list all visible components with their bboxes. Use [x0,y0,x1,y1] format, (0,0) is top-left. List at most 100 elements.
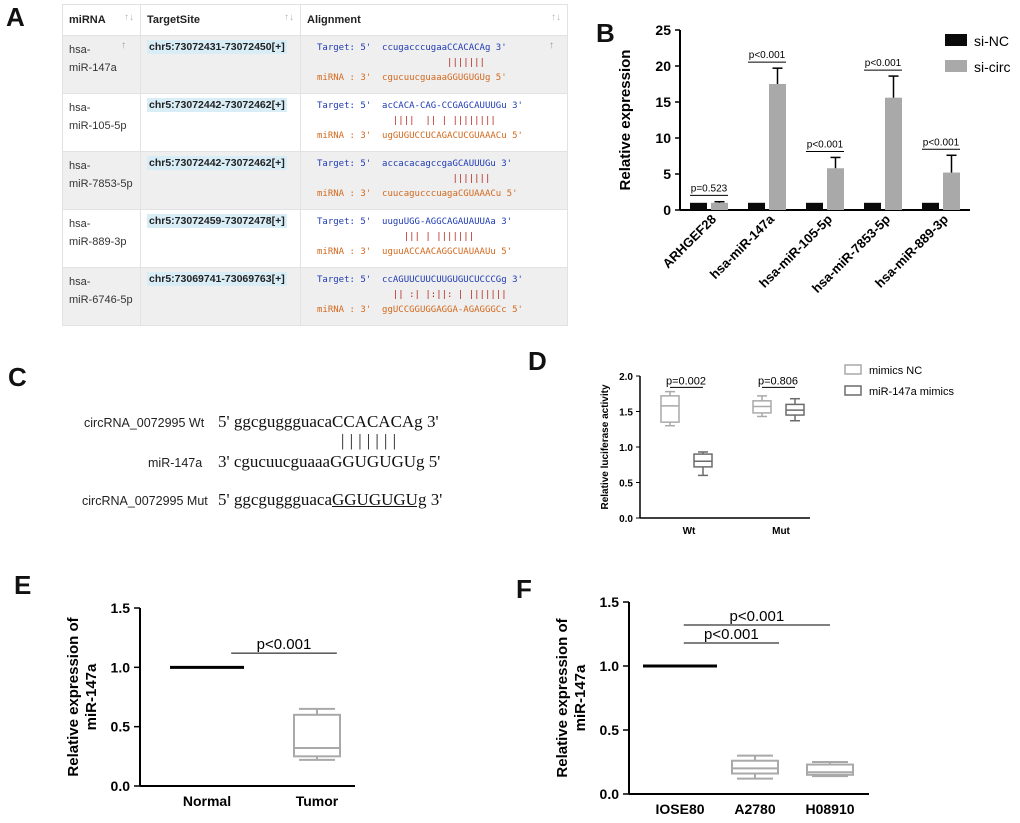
legend-swatch [945,34,967,46]
legend-swatch [844,385,862,396]
bar-si-circ [711,202,728,210]
target-site-cell: chr5:73069741-73069763[+] [140,267,301,326]
panel-letter-b: B [596,18,615,48]
chart-d-box: 0.0 0.5 1.0 1.5 2.0 Relative luciferase activ… [600,364,954,537]
y-axis-label-line1: Relative expression of [555,617,571,777]
chart-e-box: 0.0 0.5 1.0 1.5 Relative expression of miR-14… [65,600,355,809]
panel-letter-d: D [528,346,547,376]
bar-si-nc [748,202,765,210]
chart-f-box: 0.0 0.5 1.0 1.5 Relative expression of miR-14… [555,594,869,817]
p-value-label: p<0.001 [749,50,786,61]
x-tick-label: H08910 [805,801,854,817]
y-tick-label: 0.0 [111,778,131,794]
y-tick-label: 25 [655,22,671,38]
legend-swatch [844,364,862,375]
legend-label: miR-147a mimics [869,386,954,398]
mirna-cell: hsa-miR-889-3p [62,209,141,268]
bar-si-nc [690,202,707,210]
target-site-cell: chr5:73072442-73072462[+] [140,151,301,210]
scroll-up-icon[interactable]: ↑ [549,40,554,51]
alignment-cell: Target: 5' ccugacccugaaCCACACAg 3' |||||… [300,35,568,94]
alignment-cell: Target: 5' ccAGUUCUUCUUGUGUCUCCCGg 3' ||… [300,267,568,326]
p-value-label: p<0.001 [923,137,960,148]
legend-label: mimics NC [869,365,922,377]
y-tick-label: 1.5 [111,600,131,616]
x-tick-label: ARHGEF28 [659,212,719,272]
mirna-cell: hsa-miR-6746-5p [62,267,141,326]
table-row: hsa-miR-889-3p chr5:73072459-73072478[+]… [62,209,568,268]
sort-icon[interactable]: ↑↓ [284,12,294,23]
y-axis-label-line2: miR-147a [83,663,100,730]
p-value-label: p<0.001 [257,636,312,653]
wt-sequence: 5' ggcguggguacaCCACACAg 3' [218,412,439,431]
bar-si-circ [943,172,960,210]
bar-si-nc [864,202,881,210]
box [660,395,680,423]
y-tick-label: 0.5 [619,479,633,490]
target-site-cell: chr5:73072431-73072450[+] [140,35,301,94]
column-header-mirna[interactable]: miRNA ↑↓ [62,4,141,36]
mut-sequence: 5' ggcguggguacaGGUGUGUg 3' [218,490,443,509]
y-tick-label: 0.0 [600,786,620,802]
box [806,763,854,776]
p-value-label: p=0.523 [691,183,728,194]
bar-si-nc [922,202,939,210]
sort-icon[interactable]: ↑↓ [551,12,561,23]
p-value-label: p=0.002 [666,375,706,387]
scroll-up-icon[interactable]: ↑ [121,40,126,51]
mir-sequence: 3' cgucuucguaaaGGUGUGUg 5' [218,452,441,471]
bar-si-circ [769,84,786,210]
box [731,759,779,775]
column-header-targetsite[interactable]: TargetSite ↑↓ [140,4,301,36]
bar-si-circ [827,168,844,210]
table-row: hsa-miR-6746-5p chr5:73069741-73069763[+… [62,267,568,326]
y-tick-label: 2.0 [619,372,633,383]
p-value-label: p<0.001 [865,58,902,69]
p-value-label: p<0.001 [807,139,844,150]
panel-letter-f: F [516,574,532,604]
x-tick-label: A2780 [734,801,775,817]
y-tick-label: 1.0 [600,658,620,674]
table-row: hsa-miR-105-5p chr5:73072442-73072462[+]… [62,93,568,152]
column-header-alignment[interactable]: Alignment ↑↓ [300,4,568,36]
sort-icon[interactable]: ↑↓ [124,12,134,23]
table-row: hsa-miR-147a chr5:73072431-73072450[+] T… [62,35,568,94]
panel-letter-a: A [6,2,25,32]
y-tick-label: 1.0 [111,659,131,675]
chart-b-bar: 0 5 10 15 20 25 Relative expression p=0.523 ARHG… [617,22,1011,296]
y-tick-label: 1.0 [619,443,633,454]
y-tick-label: 0.0 [619,514,633,525]
alignment-cell: Target: 5' uuguUGG-AGGCAGAUAUUAa 3' ||| … [300,209,568,268]
panel-letter-e: E [14,570,32,600]
wt-label: circRNA_0072995 Wt [84,416,205,430]
p-value-label: p<0.001 [704,626,759,643]
y-tick-label: 1.5 [600,594,620,610]
y-tick-label: 1.5 [619,408,633,419]
x-tick-label: Tumor [296,793,339,809]
target-site-cell: chr5:73072442-73072462[+] [140,93,301,152]
p-value-label: p=0.806 [758,375,798,387]
bar-si-nc [806,202,823,210]
bar-si-circ [885,97,902,210]
legend-label: si-NC [974,33,1009,49]
y-tick-label: 10 [655,130,671,146]
x-tick-label: Wt [683,526,696,537]
target-site-cell: chr5:73072459-73072478[+] [140,209,301,268]
y-tick-label: 0 [663,202,671,218]
table-header-row: miRNA ↑↓ TargetSite ↑↓ Alignment ↑↓ [62,4,568,36]
y-tick-label: 5 [663,166,671,182]
alignment-table: miRNA ↑↓ TargetSite ↑↓ Alignment ↑↓ hsa-miR… [62,4,568,326]
alignment-cell: Target: 5' accacacagccgaGCAUUUGu 3' ||||… [300,151,568,210]
y-axis-label: Relative expression [617,50,634,191]
x-tick-label: Mut [772,526,790,537]
y-tick-label: 0.5 [600,722,620,738]
legend-swatch [945,60,967,72]
y-axis-label-line2: miR-147a [572,664,589,731]
mut-label: circRNA_0072995 Mut [82,494,208,508]
table-row: hsa-miR-7853-5p chr5:73072442-73072462[+… [62,151,568,210]
x-tick-label: IOSE80 [655,801,704,817]
box [293,713,341,758]
y-tick-label: 20 [655,58,671,74]
panel-letter-c: C [8,362,27,392]
alignment-cell: Target: 5' acCACA-CAG-CCGAGCAUUUGu 3' ||… [300,93,568,152]
